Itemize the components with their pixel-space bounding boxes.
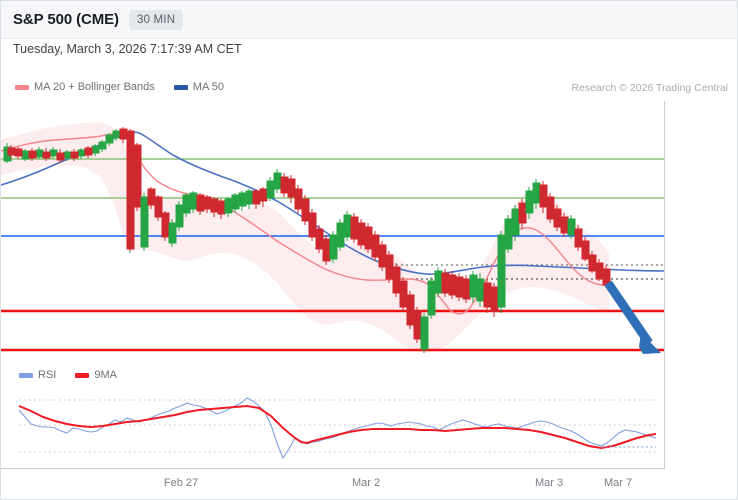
- timeframe-badge[interactable]: 30 MIN: [128, 9, 184, 30]
- rsi-legend: RSI 9MA: [19, 369, 129, 381]
- axis-divider-horizontal: [1, 468, 665, 469]
- price-chart-panel[interactable]: [1, 101, 664, 363]
- rsi-chart-panel[interactable]: [1, 386, 664, 468]
- legend-label-ma50: MA 50: [192, 81, 224, 93]
- x-axis-label-3: Mar 7: [603, 477, 633, 489]
- rsi-chart-svg: [18, 397, 657, 460]
- title-bar: S&P 500 (CME) 30 MIN: [1, 1, 737, 39]
- candlestick-series: [3, 127, 611, 353]
- legend-item-ma50: MA 50: [173, 81, 224, 93]
- x-axis-label-0: Feb 27: [163, 477, 199, 489]
- rsi-9ma-line: [18, 404, 657, 450]
- legend-item-9ma: 9MA: [75, 369, 117, 381]
- legend-swatch-ma50: [173, 84, 188, 90]
- research-watermark: Research © 2026 Trading Central: [571, 82, 728, 94]
- axis-divider-vertical: [664, 101, 665, 469]
- legend-swatch-9ma: [75, 372, 90, 378]
- legend-swatch-rsi: [19, 372, 33, 378]
- bollinger-band-cloud: [1, 122, 609, 353]
- x-axis-label-2: Mar 3: [534, 477, 564, 489]
- legend-label-9ma: 9MA: [94, 369, 117, 381]
- quote-timestamp: Tuesday, March 3, 2026 7:17:39 AM CET: [13, 42, 242, 56]
- legend-item-ma20: MA 20 + Bollinger Bands: [15, 81, 155, 93]
- price-chart-svg: [1, 122, 664, 354]
- forecast-arrow: [604, 280, 661, 354]
- legend-label-ma20: MA 20 + Bollinger Bands: [34, 81, 155, 93]
- legend-swatch-ma20: [15, 84, 29, 90]
- rsi-line: [18, 397, 657, 460]
- price-legend: MA 20 + Bollinger Bands MA 50: [15, 81, 236, 93]
- x-axis-label-1: Mar 2: [351, 477, 381, 489]
- legend-label-rsi: RSI: [38, 369, 57, 381]
- price-axis: 6945 6910 6875 6830 6805 6770 70 50 30: [664, 101, 737, 468]
- instrument-symbol: S&P 500 (CME): [13, 11, 119, 28]
- legend-item-rsi: RSI: [19, 369, 56, 381]
